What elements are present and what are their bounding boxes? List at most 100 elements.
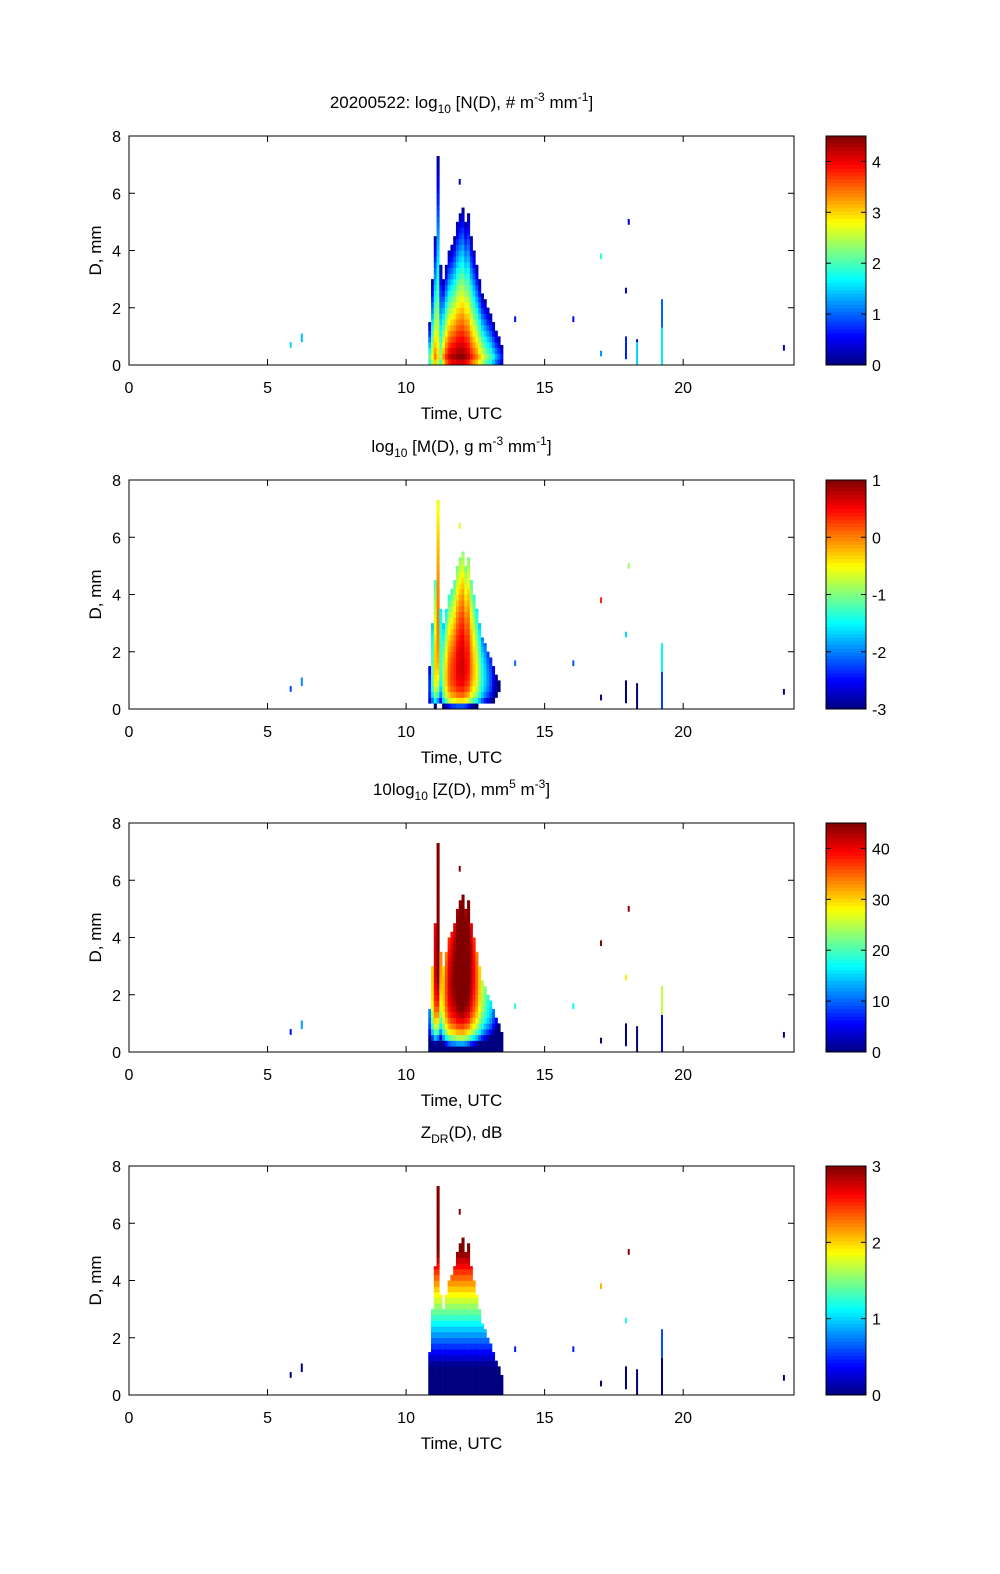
heatmap-cell	[497, 336, 501, 343]
colorbar-segment	[826, 666, 866, 671]
heatmap-cell	[472, 284, 476, 291]
heatmap-cell	[472, 1023, 476, 1030]
colorbar-segment	[826, 508, 866, 513]
heatmap-cell	[450, 680, 454, 687]
colorbar-segment	[826, 533, 866, 538]
heatmap-cell	[450, 686, 454, 693]
heatmap-cell	[478, 1040, 482, 1047]
heatmap-cell	[447, 966, 451, 973]
heatmap-cell	[469, 1383, 473, 1390]
heatmap-cell	[475, 1046, 479, 1053]
heatmap-cell	[461, 1046, 465, 1053]
colorbar-segment	[826, 314, 866, 319]
heatmap-cell	[447, 1280, 451, 1287]
heatmap-cell	[442, 347, 446, 354]
heatmap-cell	[455, 1389, 460, 1396]
heatmap-cell	[431, 1360, 435, 1367]
heatmap-cell	[472, 686, 476, 693]
heatmap-cell	[469, 923, 473, 927]
heatmap-cell	[453, 634, 457, 641]
heatmap-cell	[483, 1360, 487, 1367]
y-tick-label: 6	[112, 186, 121, 203]
heatmap-cell	[433, 926, 437, 933]
heatmap-cell	[478, 290, 482, 297]
heatmap-cell	[433, 1383, 437, 1390]
heatmap-cell	[447, 994, 451, 1001]
heatmap-cell	[455, 937, 460, 944]
heatmap-cell	[782, 688, 785, 695]
heatmap-cell	[289, 1372, 292, 1378]
heatmap-cell	[478, 319, 482, 326]
heatmap-cell	[436, 1314, 440, 1321]
colorbar-segment	[826, 189, 866, 194]
heatmap-cell	[436, 571, 440, 578]
heatmap-cell	[489, 1046, 493, 1053]
heatmap-cell	[461, 1332, 465, 1339]
heatmap-cell	[494, 1023, 498, 1030]
heatmap-cell	[458, 983, 462, 990]
heatmap-cell	[475, 703, 479, 710]
colorbar-segment	[826, 325, 866, 330]
colorbar-segment	[826, 1327, 866, 1332]
heatmap-cell	[447, 600, 451, 607]
heatmap-cell	[458, 359, 462, 366]
heatmap-cell	[486, 686, 490, 693]
heatmap-cell	[486, 324, 490, 331]
heatmap-cell	[458, 600, 462, 607]
heatmap-cell	[475, 1377, 479, 1384]
heatmap-cell	[431, 1354, 435, 1361]
heatmap-cell	[436, 542, 440, 549]
heatmap-cell	[450, 261, 454, 268]
heatmap-cell	[475, 983, 479, 990]
heatmap-cell	[464, 674, 468, 681]
heatmap-cell	[442, 634, 446, 641]
heatmap-cell	[464, 611, 468, 618]
heatmap-cell	[453, 1029, 457, 1036]
heatmap-cell	[436, 651, 440, 658]
heatmap-cell	[436, 954, 440, 961]
heatmap-cell	[436, 600, 440, 607]
heatmap-cell	[472, 948, 476, 955]
heatmap-cell	[472, 267, 476, 274]
heatmap-cell	[458, 691, 462, 698]
heatmap-cell	[436, 1360, 440, 1367]
heatmap-cell	[450, 1303, 454, 1310]
heatmap-cell	[433, 279, 437, 286]
colorbar-segment	[826, 1019, 866, 1024]
heatmap-cell	[433, 302, 437, 309]
heatmap-cell	[489, 691, 493, 698]
heatmap-cell	[472, 680, 476, 687]
heatmap-cell	[461, 571, 465, 578]
heatmap-cell	[600, 940, 603, 947]
heatmap-cell	[464, 634, 468, 641]
heatmap-cell	[464, 1360, 468, 1367]
heatmap-cell	[464, 1034, 468, 1041]
heatmap-cell	[442, 651, 446, 658]
heatmap-cell	[475, 284, 479, 291]
heatmap-cell	[439, 353, 443, 360]
heatmap-cell	[458, 1372, 462, 1379]
heatmap-cell	[439, 1309, 443, 1316]
colorbar-segment	[826, 551, 866, 556]
heatmap-cell	[475, 634, 479, 641]
title-part: ]	[545, 780, 550, 799]
heatmap-cell	[475, 1303, 479, 1310]
colorbar-segment	[826, 1352, 866, 1357]
heatmap-cell	[469, 674, 473, 681]
heatmap-cell	[636, 1372, 639, 1395]
colorbar-segment	[826, 991, 866, 996]
heatmap-cell	[486, 1343, 490, 1350]
heatmap-cell	[444, 330, 448, 337]
heatmap-cell	[431, 1029, 435, 1036]
heatmap-cell	[478, 307, 482, 314]
heatmap-cell	[486, 1017, 490, 1024]
heatmap-cell	[453, 261, 457, 268]
heatmap-cell	[450, 313, 454, 320]
heatmap-cell	[453, 1286, 457, 1293]
heatmap-cell	[467, 244, 471, 251]
heatmap-cell	[464, 943, 468, 950]
title-part: -1	[578, 90, 589, 104]
heatmap-cell	[478, 651, 482, 658]
heatmap-cell	[450, 931, 454, 938]
heatmap-cells	[289, 843, 785, 1053]
